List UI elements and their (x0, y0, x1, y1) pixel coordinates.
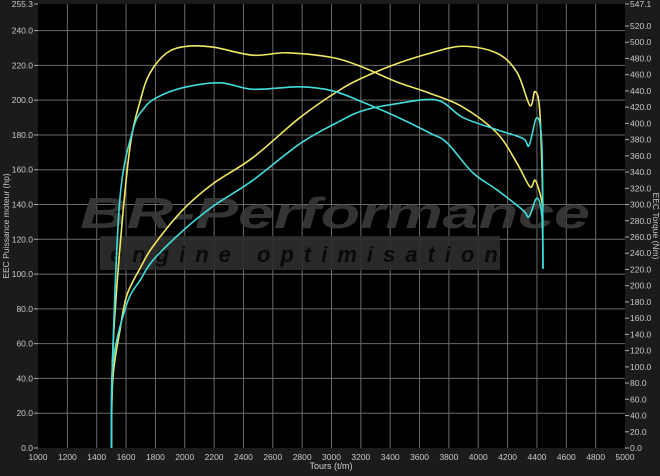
x-tick-label: 1400 (87, 452, 106, 462)
y2-tick-label: 220.0 (630, 264, 652, 274)
x-tick-label: 2400 (234, 452, 253, 462)
y-tick-label: 40.0 (16, 373, 33, 383)
series-group (110, 44, 544, 449)
y2-tick-label: 100.0 (630, 362, 652, 372)
y-tick-label: 220.0 (12, 60, 34, 70)
y2-tick-label: 420.0 (630, 102, 652, 112)
power-curve-yellow (110, 45, 544, 449)
y-tick-label: 120.0 (12, 234, 34, 244)
x-tick-label: 2600 (263, 452, 282, 462)
x-tick-label: 4600 (557, 452, 576, 462)
y2-tick-label: 160.0 (630, 313, 652, 323)
y2-tick-label: 40.0 (630, 411, 647, 421)
x-tick-label: 4000 (469, 452, 488, 462)
x-axis-label: Tours (t/m) (309, 461, 352, 471)
y-tick-label: 255.3 (12, 0, 34, 9)
y-tick-label: 0.0 (21, 443, 33, 453)
x-tick-label: 3000 (322, 452, 341, 462)
watermark-tagline: engine optimisation (110, 242, 508, 267)
x-tick-label: 3600 (410, 452, 429, 462)
y2-tick-label: 140.0 (630, 329, 652, 339)
watermark-band (100, 236, 500, 270)
y2-tick-label: 180.0 (630, 297, 652, 307)
y2-axis-label: EEC Torque (Nm) (651, 193, 660, 260)
y2-tick-label: 300.0 (630, 200, 652, 210)
x-tick-label: 4200 (498, 452, 517, 462)
x-tick-label: 5000 (616, 452, 635, 462)
y2-tick-label: 240.0 (630, 248, 652, 258)
x-tick-label: 1000 (29, 452, 48, 462)
x-tick-label: 2000 (175, 452, 194, 462)
y-tick-label: 140.0 (12, 200, 34, 210)
y2-tick-label: 120.0 (630, 346, 652, 356)
y2-tick-label: 480.0 (630, 53, 652, 63)
y2-tick-label: 320.0 (630, 183, 652, 193)
x-tick-label: 4400 (527, 452, 546, 462)
y2-tick-label: 60.0 (630, 394, 647, 404)
x-tick-label: 2800 (293, 452, 312, 462)
y-tick-label: 60.0 (16, 339, 33, 349)
y2-tick-label: 200.0 (630, 281, 652, 291)
y2-tick-label: 20.0 (630, 427, 647, 437)
y2-tick-label: 340.0 (630, 167, 652, 177)
y2-tick-label: 460.0 (630, 70, 652, 80)
y-tick-label: 100.0 (12, 269, 34, 279)
x-tick-label: 4800 (586, 452, 605, 462)
x-tick-label: 1200 (58, 452, 77, 462)
y-tick-label: 180.0 (12, 130, 34, 140)
y-axis-label: EEC Puissance moteur (hp) (1, 173, 11, 279)
x-tick-label: 3800 (439, 452, 458, 462)
x-tick-label: 1600 (117, 452, 136, 462)
y2-tick-label: 280.0 (630, 216, 652, 226)
y-tick-label: 240.0 (12, 26, 34, 36)
y2-tick-label: 520.0 (630, 21, 652, 31)
power-curve-cyan (110, 98, 544, 449)
y2-tick-label: 440.0 (630, 86, 652, 96)
x-tick-label: 1800 (146, 452, 165, 462)
y2-tick-label: 0.0 (630, 443, 642, 453)
axis-ticks: 1000 1200 1400 1600 1800 2000 2200 2400 2600 2800… (12, 0, 652, 462)
y2-tick-label: 547.1 (630, 0, 652, 9)
y2-tick-label: 360.0 (630, 151, 652, 161)
y2-tick-label: 80.0 (630, 378, 647, 388)
y-tick-label: 20.0 (16, 408, 33, 418)
y2-tick-label: 500.0 (630, 37, 652, 47)
x-tick-label: 3400 (381, 452, 400, 462)
y-tick-label: 80.0 (16, 304, 33, 314)
y-tick-label: 160.0 (12, 165, 34, 175)
torque-curve-yellow (110, 44, 544, 449)
y2-tick-label: 380.0 (630, 135, 652, 145)
x-tick-label: 2200 (205, 452, 224, 462)
y-tick-label: 200.0 (12, 95, 34, 105)
y2-tick-label: 260.0 (630, 232, 652, 242)
y2-tick-label: 400.0 (630, 118, 652, 128)
x-tick-label: 3200 (351, 452, 370, 462)
watermark-brand: BR-Performance (80, 189, 590, 238)
torque-curve-cyan (110, 82, 544, 449)
